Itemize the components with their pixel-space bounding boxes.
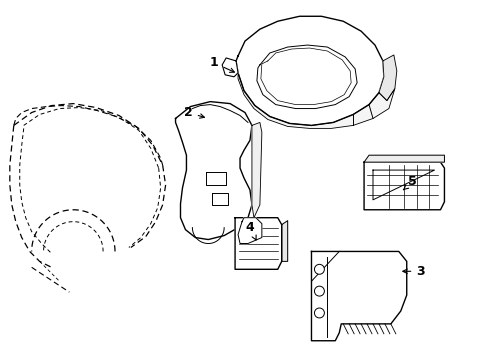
Polygon shape (281, 221, 287, 261)
Text: 5: 5 (403, 175, 416, 190)
Polygon shape (364, 155, 444, 162)
Polygon shape (238, 73, 394, 129)
Polygon shape (251, 122, 262, 218)
Circle shape (314, 308, 324, 318)
Polygon shape (175, 102, 251, 239)
Polygon shape (378, 55, 396, 100)
Polygon shape (364, 162, 444, 210)
Polygon shape (236, 16, 383, 125)
Circle shape (314, 264, 324, 274)
Text: 1: 1 (209, 57, 234, 72)
Polygon shape (222, 58, 238, 77)
Polygon shape (238, 218, 262, 243)
Polygon shape (206, 172, 225, 185)
Text: 2: 2 (183, 106, 204, 119)
Polygon shape (212, 193, 228, 205)
Circle shape (314, 286, 324, 296)
Text: 3: 3 (402, 265, 424, 278)
Text: 4: 4 (245, 221, 256, 240)
Polygon shape (311, 251, 406, 341)
Polygon shape (235, 218, 281, 269)
